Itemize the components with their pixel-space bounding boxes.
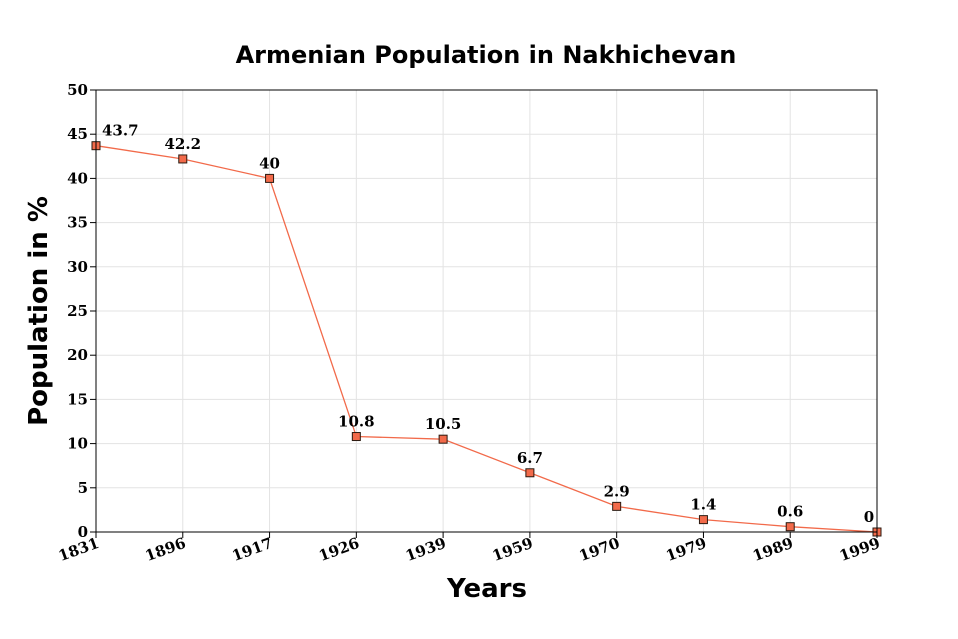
gridlines [95,89,878,533]
y-tick-label: 40 [67,169,88,187]
data-label: 43.7 [102,122,139,140]
data-label: 2.9 [604,482,630,500]
data-label: 10.8 [338,413,375,431]
x-tick-label: 1917 [230,534,275,565]
y-tick-label: 35 [67,214,88,232]
data-point-marker [178,154,188,164]
x-tick-label: 1979 [663,534,708,565]
data-point-marker [265,173,275,183]
data-point-marker [438,434,448,444]
series-line [95,145,878,533]
y-axis-ticks: 0 5 10 15 20 25 30 35 40 45 50 [67,81,96,541]
data-point-marker [525,468,535,478]
y-tick-label: 15 [67,390,88,408]
x-tick-label: 1959 [490,534,535,565]
y-tick-label: 30 [67,258,88,276]
x-tick-label: 1999 [837,534,882,565]
y-tick-label: 20 [67,346,88,364]
series-line-group [95,145,878,533]
x-tick-label: 1970 [577,534,622,565]
data-label: 6.7 [517,449,543,467]
y-tick-label: 50 [67,81,88,99]
plot-frame [95,89,878,533]
data-label: 0 [864,508,874,526]
x-tick-label: 1896 [143,534,188,565]
data-label: 1.4 [690,496,716,514]
data-label: 40 [259,154,280,172]
data-label-group: 43.7 42.2 40 10.8 10.5 6.7 2.9 1.4 0.6 0 [102,122,874,526]
chart-title: Armenian Population in Nakhichevan [236,41,737,69]
marker-group [91,141,882,537]
x-tick-label: 1926 [316,534,361,565]
data-point-marker [785,522,795,532]
x-axis-title: Years [446,574,527,604]
x-tick-label: 1939 [403,534,448,565]
data-point-marker [351,432,361,442]
data-point-marker [612,501,622,511]
y-tick-label: 0 [78,523,88,541]
y-tick-label: 45 [67,125,88,143]
x-axis-ticks: 1831 1896 1917 1926 1939 1959 1970 1979 1989 1999 [56,532,882,565]
data-point-marker [698,515,708,525]
y-tick-label: 5 [78,479,88,497]
y-tick-label: 25 [67,302,88,320]
data-label: 10.5 [425,415,462,433]
y-tick-label: 10 [67,435,88,453]
x-tick-label: 1989 [750,534,795,565]
data-label: 0.6 [777,503,803,521]
y-axis-title: Population in % [24,196,54,426]
data-label: 42.2 [165,135,202,153]
